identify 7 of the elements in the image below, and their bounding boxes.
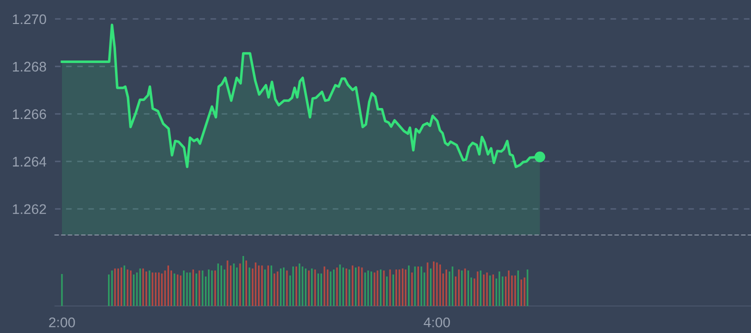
x-tick-label: 4:00 (424, 317, 450, 328)
y-tick-label: 1.270 (12, 14, 46, 24)
y-tick-label: 1.264 (12, 156, 46, 167)
x-tick-label: 2:00 (49, 317, 75, 328)
y-tick-label: 1.262 (12, 204, 46, 214)
y-tick-label: 1.266 (12, 109, 46, 120)
y-tick-label: 1.268 (12, 62, 46, 72)
